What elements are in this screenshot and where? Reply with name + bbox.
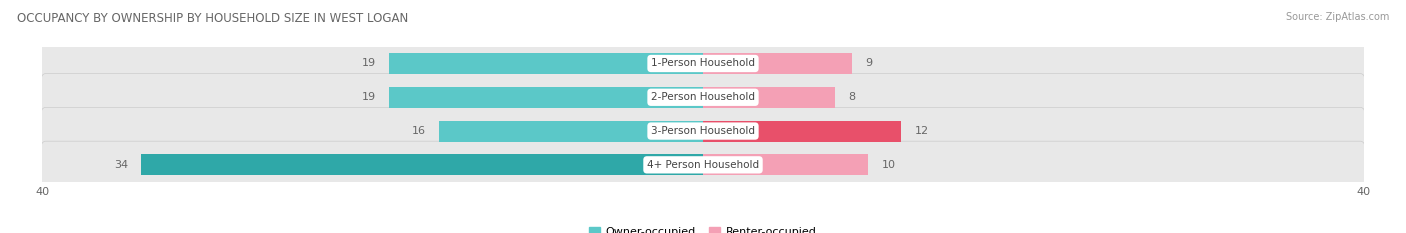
Text: 2-Person Household: 2-Person Household <box>651 92 755 102</box>
FancyBboxPatch shape <box>41 141 1365 188</box>
Bar <box>141 154 703 175</box>
Legend: Owner-occupied, Renter-occupied: Owner-occupied, Renter-occupied <box>589 226 817 233</box>
Text: 12: 12 <box>914 126 928 136</box>
Bar <box>703 121 901 141</box>
Bar <box>703 87 835 108</box>
Text: 10: 10 <box>882 160 896 170</box>
Bar <box>703 154 868 175</box>
Text: 4+ Person Household: 4+ Person Household <box>647 160 759 170</box>
Bar <box>389 87 703 108</box>
FancyBboxPatch shape <box>41 74 1365 121</box>
Bar <box>389 53 703 74</box>
Bar <box>439 121 703 141</box>
Bar <box>703 53 852 74</box>
Text: Source: ZipAtlas.com: Source: ZipAtlas.com <box>1285 12 1389 22</box>
Text: 16: 16 <box>412 126 426 136</box>
Text: OCCUPANCY BY OWNERSHIP BY HOUSEHOLD SIZE IN WEST LOGAN: OCCUPANCY BY OWNERSHIP BY HOUSEHOLD SIZE… <box>17 12 408 25</box>
Text: 19: 19 <box>361 58 375 69</box>
Text: 3-Person Household: 3-Person Household <box>651 126 755 136</box>
FancyBboxPatch shape <box>41 107 1365 155</box>
Text: 34: 34 <box>114 160 128 170</box>
Text: 19: 19 <box>361 92 375 102</box>
Text: 9: 9 <box>865 58 872 69</box>
FancyBboxPatch shape <box>41 40 1365 87</box>
Text: 1-Person Household: 1-Person Household <box>651 58 755 69</box>
Text: 8: 8 <box>848 92 855 102</box>
